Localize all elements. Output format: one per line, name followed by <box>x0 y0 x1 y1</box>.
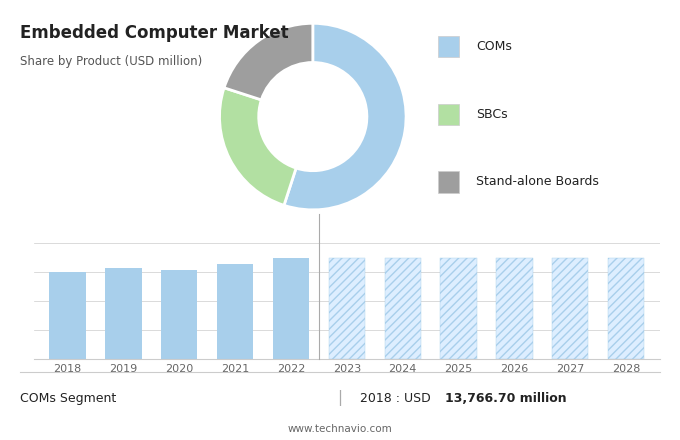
Bar <box>438 36 460 57</box>
Text: www.technavio.com: www.technavio.com <box>288 424 392 434</box>
Text: COMs Segment: COMs Segment <box>20 392 117 405</box>
Bar <box>105 268 141 359</box>
Bar <box>441 258 477 359</box>
Bar <box>50 272 86 359</box>
Text: COMs: COMs <box>476 40 512 53</box>
Text: SBCs: SBCs <box>476 108 508 121</box>
Text: 13,766.70 million: 13,766.70 million <box>445 392 567 405</box>
Text: 2018 : USD: 2018 : USD <box>360 392 435 405</box>
Bar <box>217 264 253 359</box>
Bar <box>608 258 644 359</box>
Wedge shape <box>224 23 313 100</box>
Text: Stand-alone Boards: Stand-alone Boards <box>476 176 599 188</box>
Bar <box>161 270 197 359</box>
Bar <box>438 172 460 193</box>
Text: Embedded Computer Market: Embedded Computer Market <box>20 24 289 42</box>
Bar <box>273 258 309 359</box>
Text: |: | <box>337 390 343 406</box>
Bar <box>438 104 460 125</box>
Wedge shape <box>284 23 406 210</box>
Bar <box>384 258 421 359</box>
Bar <box>328 258 365 359</box>
Wedge shape <box>220 88 296 205</box>
Bar <box>496 258 532 359</box>
Text: Share by Product (USD million): Share by Product (USD million) <box>20 55 203 68</box>
Bar <box>552 258 588 359</box>
